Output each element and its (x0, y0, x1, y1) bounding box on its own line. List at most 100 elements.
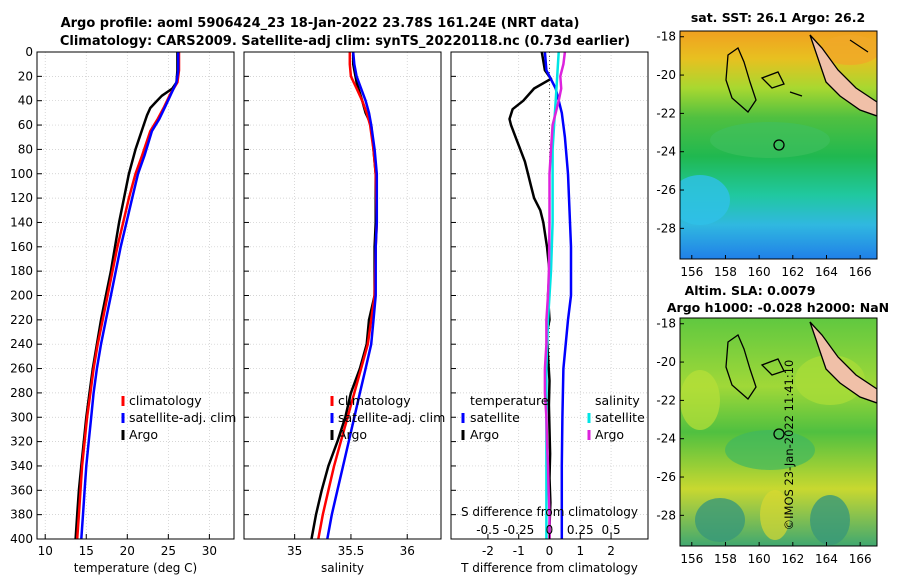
sla-island-outline-1 (725, 334, 757, 400)
series-line-satellite-adj-clim (326, 51, 379, 540)
x-tick-label: 0 (546, 544, 554, 558)
sla-low-patch-2 (695, 498, 745, 542)
series-line-climatology (317, 52, 379, 540)
y-tick-label: 320 (10, 435, 33, 449)
legend-label: Argo (338, 427, 367, 442)
x-tick-label: 10 (38, 544, 53, 558)
panel-1: 10 15 20 25 30020406080100120140160180200220… (10, 45, 236, 575)
x-tick-label: 1 (576, 544, 584, 558)
x-tick-label: 30 (202, 544, 217, 558)
legend-label: satellite-adj. clim (129, 410, 236, 425)
map-lat-tick-label: -26 (656, 183, 676, 197)
figure-title-line1: Argo profile: aoml 5906424_23 18-Jan-202… (61, 16, 580, 31)
sst-island-outline-2 (760, 71, 785, 89)
sst-map-frame (679, 30, 878, 260)
legend-label: climatology (129, 393, 202, 408)
legend-label: Argo (595, 427, 624, 442)
legend-label: satellite-adj. clim (338, 410, 445, 425)
y-tick-label: 180 (10, 264, 33, 278)
sla-argo-location-marker (773, 428, 785, 440)
figure-title-line2: Climatology: CARS2009. Satellite-adj cli… (60, 34, 630, 49)
sst-map: 156 158 160 162 164 166 -18 -20 -22 -24 -26 -28 (656, 30, 878, 279)
series-line-satellite-adj-clim (80, 52, 180, 540)
map-lat-tick-label: -28 (656, 508, 676, 522)
x-tick-label: -1 (513, 544, 525, 558)
legend-label: climatology (338, 393, 411, 408)
sla-land-new-caledonia (809, 321, 877, 404)
legend: climatology satellite-adj. clim Argo (121, 393, 236, 442)
y-tick-label: 400 (10, 532, 33, 546)
y-tick-label: 380 (10, 508, 33, 522)
legend-label: temperature (470, 393, 549, 408)
secondary-x-axis-label: S difference from climatology (461, 505, 638, 519)
y-tick-label: 20 (18, 69, 33, 83)
legend: climatology satellite-adj. clim Argo (330, 393, 445, 442)
x-tick-label: 2 (607, 544, 615, 558)
x-tick-label: 15 (79, 544, 94, 558)
x-axis-label: temperature (deg C) (74, 561, 197, 575)
series-line-salinity-argo (543, 51, 567, 539)
map-lon-tick-label: 160 (748, 552, 771, 566)
map-lat-tick-label: -22 (656, 106, 676, 120)
x-axis-label: T difference from climatology (460, 561, 638, 575)
y-tick-label: 240 (10, 337, 33, 351)
sst-cool-patch (680, 175, 730, 225)
legend-label: satellite (470, 410, 520, 425)
sla-low-patch-3 (810, 495, 850, 545)
map-lat-tick-label: -24 (656, 432, 676, 446)
y-tick-label: 60 (18, 118, 33, 132)
map-lon-tick-label: 162 (781, 265, 804, 279)
sst-band (710, 122, 830, 158)
series-line-argo (74, 52, 179, 540)
map-lat-tick-label: -24 (656, 145, 676, 159)
sst-argo-location-marker (773, 139, 785, 151)
map-lat-tick-label: -18 (656, 317, 676, 331)
sst-land-new-caledonia (809, 34, 877, 117)
y-tick-label: 40 (18, 94, 33, 108)
legend-label: Argo (129, 427, 158, 442)
y-tick-label: 200 (10, 289, 33, 303)
map-lon-tick-label: 166 (849, 265, 872, 279)
sst-map-title: sat. SST: 26.1 Argo: 26.2 (691, 10, 865, 25)
map-lon-tick-label: 160 (748, 265, 771, 279)
legend-label: Argo (470, 427, 499, 442)
secondary-x-tick-label: -0.25 (503, 523, 534, 537)
y-tick-label: 360 (10, 483, 33, 497)
y-tick-label: 300 (10, 410, 33, 424)
panel-2: 35 35.5 36 salinity climatology satellite-adj… (243, 51, 445, 575)
sla-map-title-line2: Argo h1000: -0.028 h2000: NaN (667, 300, 889, 315)
series-line-temperature-argo (508, 51, 553, 539)
secondary-x-tick-label: 0 (546, 523, 554, 537)
x-tick-label: -2 (482, 544, 494, 558)
map-lon-tick-label: 156 (680, 265, 703, 279)
panel-3: -2 -1 0 1 2 T difference from climatology S di… (450, 51, 649, 575)
secondary-x-tick-label: 0.5 (602, 523, 621, 537)
map-lat-tick-label: -28 (656, 221, 676, 235)
x-tick-label: 20 (120, 544, 135, 558)
y-tick-label: 280 (10, 386, 33, 400)
x-tick-label: 25 (161, 544, 176, 558)
sst-coastline-fragments (789, 39, 869, 97)
legend-label: satellite (595, 410, 645, 425)
map-lon-tick-label: 164 (815, 552, 838, 566)
x-tick-label: 35 (287, 544, 302, 558)
y-tick-label: 220 (10, 313, 33, 327)
y-tick-label: 160 (10, 240, 33, 254)
y-tick-label: 340 (10, 459, 33, 473)
map-lon-tick-label: 164 (815, 265, 838, 279)
imos-timestamp: ©IMOS 23-Jan-2022 11:41:10 (782, 360, 796, 531)
sla-low-patch-1 (725, 430, 815, 470)
secondary-x-tick-label: -0.5 (476, 523, 499, 537)
y-tick-label: 140 (10, 215, 33, 229)
legend: temperature satellite Argo salinity satellit… (461, 393, 645, 442)
y-tick-label: 100 (10, 167, 33, 181)
sla-map-title-line1: Altim. SLA: 0.0079 (685, 283, 816, 298)
map-lon-tick-label: 156 (680, 552, 703, 566)
axes-frame (36, 51, 235, 540)
sla-island-outline-2 (760, 358, 785, 376)
sla-map: 156 158 160 162 164 166 -18 -20 -22 -24 -26 -28 (656, 317, 878, 566)
y-tick-label: 120 (10, 191, 33, 205)
map-lat-tick-label: -20 (656, 68, 676, 82)
map-lon-tick-label: 166 (849, 552, 872, 566)
